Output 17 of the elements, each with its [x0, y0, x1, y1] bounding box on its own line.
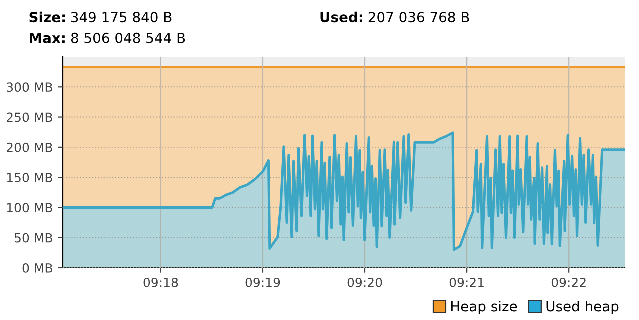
text: Max: 8 506 048 544 B: [30, 32, 186, 44]
y-tick-label: 250 MB: [7, 112, 52, 122]
text: Size: 349 175 840 B: [30, 12, 172, 23]
x-tick-label: 09:21: [450, 278, 484, 288]
y-tick-label: 150 MB: [7, 173, 52, 182]
x-tick-label: 09:18: [144, 278, 178, 288]
legend-label: Used heap: [546, 300, 619, 314]
x-tick-label: 09:22: [552, 278, 586, 288]
y-tick-label: 0 MB: [22, 263, 52, 273]
legend-label: Heap size: [452, 300, 518, 314]
x-tick-label: 09:19: [246, 278, 280, 288]
y-tick-label: 100 MB: [7, 203, 52, 213]
text: Used: 207 036 768 B: [320, 12, 470, 23]
y-tick-label: 200 MB: [7, 142, 52, 152]
y-tick-label: 300 MB: [7, 82, 52, 92]
y-tick-label: 50 MB: [15, 233, 52, 243]
x-tick-label: 09:20: [348, 278, 382, 288]
